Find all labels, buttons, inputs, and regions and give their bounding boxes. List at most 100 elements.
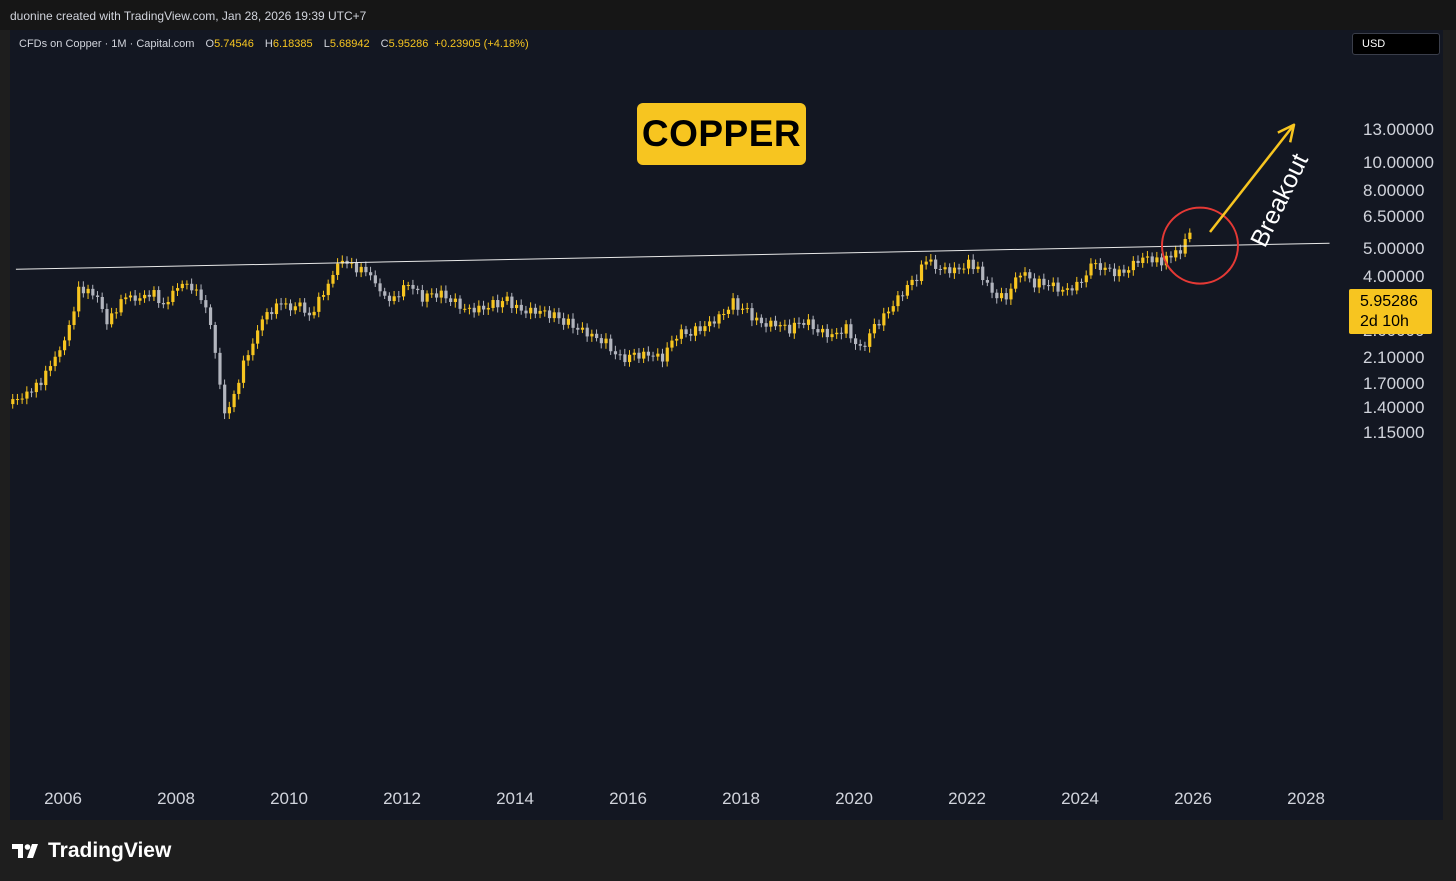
candle (613, 351, 618, 355)
top-bar: duonine created with TradingView.com, Ja… (0, 0, 1456, 30)
candle (1155, 257, 1159, 263)
candle (712, 321, 716, 324)
candle (811, 319, 815, 330)
candle (1004, 293, 1008, 300)
candle (915, 279, 919, 282)
candle (844, 324, 848, 334)
candle (34, 382, 38, 393)
candle (458, 298, 462, 309)
candle (86, 288, 90, 294)
low-key: L (323, 38, 330, 50)
candle (81, 286, 86, 294)
candle (1032, 278, 1037, 288)
candle (1108, 267, 1112, 269)
currency-button[interactable]: USD (1352, 33, 1440, 55)
candle (693, 326, 698, 336)
candlestick-chart[interactable] (10, 30, 1349, 778)
candle (642, 351, 646, 359)
candle (124, 297, 128, 300)
candle (39, 382, 43, 386)
candle (646, 351, 651, 356)
y-tick-label: 10.00000 (1363, 153, 1434, 172)
candle (434, 293, 439, 298)
candle (1136, 260, 1140, 264)
candle (580, 327, 585, 330)
candle (1098, 263, 1103, 270)
candle (472, 307, 476, 313)
candle (863, 345, 867, 347)
plot-area[interactable] (10, 30, 1349, 778)
candle (232, 393, 236, 408)
candle (383, 291, 387, 296)
tradingview-logo-icon (12, 844, 38, 858)
x-tick-label: 2024 (1061, 789, 1099, 808)
candle (1037, 278, 1041, 288)
candle (590, 333, 594, 337)
candle (199, 289, 203, 301)
candle (1127, 270, 1131, 273)
candle (821, 328, 825, 333)
candle (948, 267, 952, 274)
candle (1065, 288, 1070, 290)
candle (609, 338, 613, 352)
candle (656, 353, 660, 357)
candle (919, 264, 924, 282)
candle (293, 306, 297, 311)
tradingview-logo[interactable]: TradingView (12, 838, 171, 864)
copper-title-badge[interactable]: COPPER (637, 103, 806, 165)
x-tick-label: 2022 (948, 789, 986, 808)
candle (350, 262, 354, 264)
candle (48, 366, 53, 371)
candle (891, 306, 895, 312)
y-tick-label: 1.70000 (1363, 374, 1425, 394)
x-tick-label: 2028 (1287, 789, 1325, 808)
candle (416, 288, 420, 291)
candle (1131, 260, 1135, 271)
candle (161, 303, 166, 305)
candle (105, 308, 109, 325)
candle (868, 333, 872, 347)
candle (133, 295, 137, 301)
candle (604, 338, 608, 344)
high-key: H (264, 38, 273, 50)
candle (675, 338, 679, 341)
candle (289, 303, 293, 311)
candle (171, 290, 175, 302)
candle (152, 290, 156, 297)
candle (877, 324, 881, 326)
candle (1103, 267, 1107, 270)
candle (180, 283, 184, 289)
candle (95, 295, 100, 297)
candle (905, 285, 909, 296)
y-tick-label: 6.50000 (1363, 206, 1425, 226)
candle (430, 293, 434, 295)
candle (336, 263, 340, 275)
change-value: +0.23905 (+4.18%) (434, 38, 529, 50)
candle (750, 308, 754, 321)
candle (496, 300, 500, 308)
x-tick-label: 2010 (270, 789, 308, 808)
candle (500, 301, 505, 308)
candle (882, 313, 886, 326)
bar-countdown: 2d 10h (1360, 313, 1409, 330)
candle (896, 295, 900, 307)
candle (576, 327, 580, 330)
candle (190, 283, 194, 291)
candle (359, 266, 363, 273)
candle (241, 360, 246, 383)
candle (449, 298, 453, 302)
candle (354, 262, 359, 273)
candle (204, 300, 208, 308)
candle (237, 382, 241, 394)
candle (270, 312, 274, 315)
x-tick-label: 2012 (383, 789, 421, 808)
candle (985, 280, 990, 283)
candle (717, 314, 721, 324)
candle (406, 284, 410, 286)
candle (1178, 250, 1183, 254)
x-tick-label: 2016 (609, 789, 647, 808)
candle (213, 324, 217, 353)
x-tick-label: 2026 (1174, 789, 1212, 808)
candle (825, 328, 829, 338)
candle (312, 311, 316, 316)
